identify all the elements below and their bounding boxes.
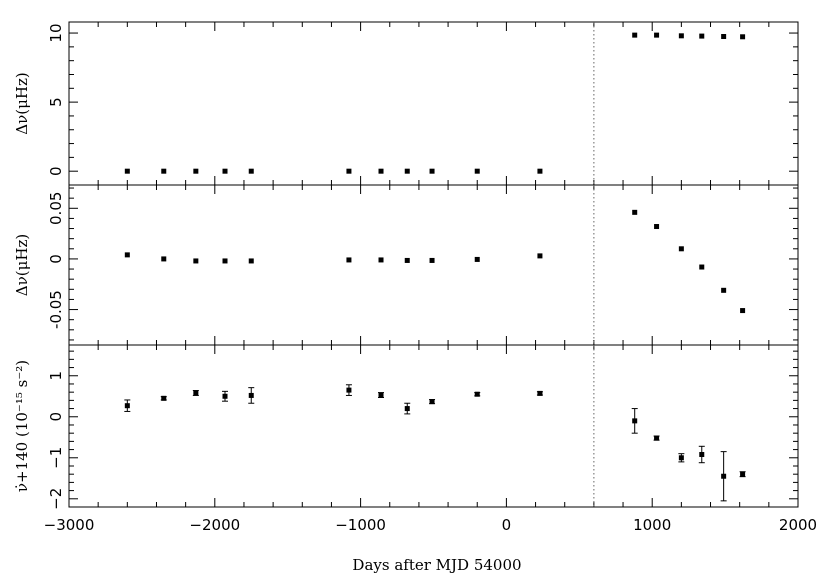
data-point <box>537 253 543 259</box>
x-tick-label: 2000 <box>779 516 817 534</box>
x-tick-label: 1000 <box>633 516 671 534</box>
data-point <box>721 473 727 479</box>
data-point <box>346 168 352 174</box>
data-point <box>474 168 480 174</box>
data-point <box>248 258 254 264</box>
data-point <box>429 257 435 263</box>
y-tick-label: -0.05 <box>47 290 65 329</box>
data-point <box>222 168 228 174</box>
y-tick-label: 0 <box>47 254 65 264</box>
panel-frame <box>68 184 799 346</box>
data-point <box>193 168 199 174</box>
panel-2: -0.05 0 0.05 Δν(μHz) <box>13 184 799 346</box>
data-point <box>740 471 746 477</box>
data-point <box>678 455 684 461</box>
data-point <box>124 403 130 409</box>
y-tick-label: −2 <box>47 488 65 510</box>
data-point <box>346 257 352 263</box>
data-point <box>632 32 638 38</box>
data-point <box>404 257 410 263</box>
data-point <box>537 168 543 174</box>
y-tick-label: 5 <box>47 97 65 107</box>
panel-frame <box>68 344 799 508</box>
data-point <box>740 308 746 314</box>
y-tick-label: 10 <box>47 24 65 43</box>
data-point <box>378 257 384 263</box>
data-point <box>678 246 684 252</box>
data-point <box>721 34 727 40</box>
data-point <box>378 392 384 398</box>
data-point <box>193 258 199 264</box>
data-point <box>193 390 199 396</box>
y-tick-label: 0 <box>47 166 65 176</box>
data-point <box>378 168 384 174</box>
data-point <box>161 256 167 262</box>
data-point <box>654 435 660 441</box>
x-tick-label: −2000 <box>189 516 240 534</box>
data-point <box>699 452 705 458</box>
data-point <box>248 168 254 174</box>
data-point <box>721 287 727 293</box>
data-point <box>537 390 543 396</box>
data-point <box>248 392 254 398</box>
data-point <box>124 252 130 258</box>
data-point <box>632 209 638 215</box>
data-point <box>678 33 684 39</box>
panel-3: −2 −1 0 1 ν̇+140 (10⁻¹⁵ s⁻²) <box>13 344 799 510</box>
data-point <box>222 258 228 264</box>
data-point <box>474 391 480 397</box>
data-point <box>654 32 660 38</box>
panel-1: 0 5 10 Δν(μHz) <box>13 21 799 186</box>
x-axis-label: Days after MJD 54000 <box>352 556 521 574</box>
data-point <box>404 406 410 412</box>
x-tick-label: −3000 <box>44 516 95 534</box>
panel-frame <box>68 21 799 186</box>
data-point <box>346 387 352 393</box>
x-tick-label: −1000 <box>335 516 386 534</box>
data-point <box>124 168 130 174</box>
data-point <box>474 256 480 262</box>
data-point <box>404 168 410 174</box>
data-point <box>161 168 167 174</box>
data-point <box>632 418 638 424</box>
y-tick-label: −1 <box>47 447 65 469</box>
data-point <box>429 399 435 405</box>
x-tick-label: 0 <box>502 516 512 534</box>
data-point <box>222 393 228 399</box>
data-point <box>429 168 435 174</box>
data-point <box>699 264 705 270</box>
data-point <box>699 33 705 39</box>
data-point <box>654 224 660 230</box>
data-point <box>161 395 167 401</box>
chart-panels: 0 5 10 Δν(μHz) -0.05 0 0.05 Δν(μHz) −2 −1 0 1 ν̇+140… <box>13 21 817 534</box>
y-tick-label: 1 <box>47 371 65 381</box>
y-axis-label: Δν(μHz) <box>13 234 31 296</box>
y-tick-label: 0.05 <box>47 192 65 225</box>
y-axis-label: ν̇+140 (10⁻¹⁵ s⁻²) <box>13 360 31 492</box>
data-point <box>740 34 746 40</box>
y-tick-label: 0 <box>47 412 65 422</box>
y-axis-label: Δν(μHz) <box>13 72 31 134</box>
